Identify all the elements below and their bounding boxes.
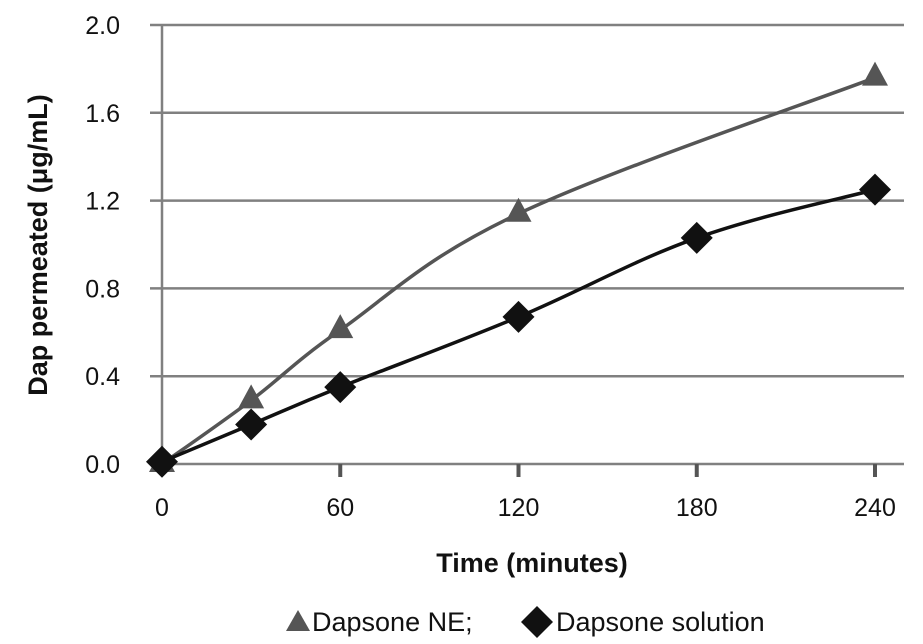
diamond-marker (324, 371, 357, 404)
triangle-marker (862, 61, 888, 86)
y-axis-title: Dap permeated (μg/mL) (23, 94, 53, 396)
legend: Dapsone NE; Dapsone solution (286, 606, 765, 638)
y-tick-label: 2.0 (85, 12, 120, 40)
y-tick-label: 0.8 (85, 275, 120, 303)
triangle-marker (238, 384, 265, 409)
y-tick-label: 0.4 (85, 363, 120, 391)
axes (160, 25, 904, 477)
legend-label-dapsone-ne: Dapsone NE; (312, 607, 473, 637)
y-tick-label: 1.6 (85, 100, 120, 128)
diamond-marker (235, 408, 268, 441)
triangle-marker (505, 197, 532, 222)
triangle-marker (327, 314, 354, 339)
x-tick-label: 180 (676, 494, 718, 522)
x-axis-title: Time (minutes) (436, 548, 628, 578)
x-axis-tick-labels: 0 60 120 180 240 (155, 494, 896, 522)
diamond-marker (680, 221, 713, 254)
series-line (160, 76, 876, 466)
triangle-icon (286, 610, 310, 631)
series-dapsone-ne (149, 61, 888, 472)
x-tick-label: 0 (155, 494, 169, 522)
diamond-marker (502, 300, 535, 333)
y-tick-label: 1.2 (85, 188, 120, 216)
series-layer (146, 61, 891, 478)
legend-label-dapsone-solution: Dapsone solution (556, 607, 765, 637)
x-tick-label: 120 (498, 494, 540, 522)
x-tick-label: 60 (326, 494, 354, 522)
x-tick-label: 240 (854, 494, 896, 522)
diamond-icon (521, 606, 553, 638)
diamond-marker (146, 445, 178, 478)
diamond-marker (859, 173, 891, 206)
y-tick-label: 0.0 (85, 451, 120, 479)
series-dapsone-solution (146, 173, 891, 478)
y-axis-tick-labels: 0.0 0.4 0.8 1.2 1.6 2.0 (85, 12, 120, 479)
